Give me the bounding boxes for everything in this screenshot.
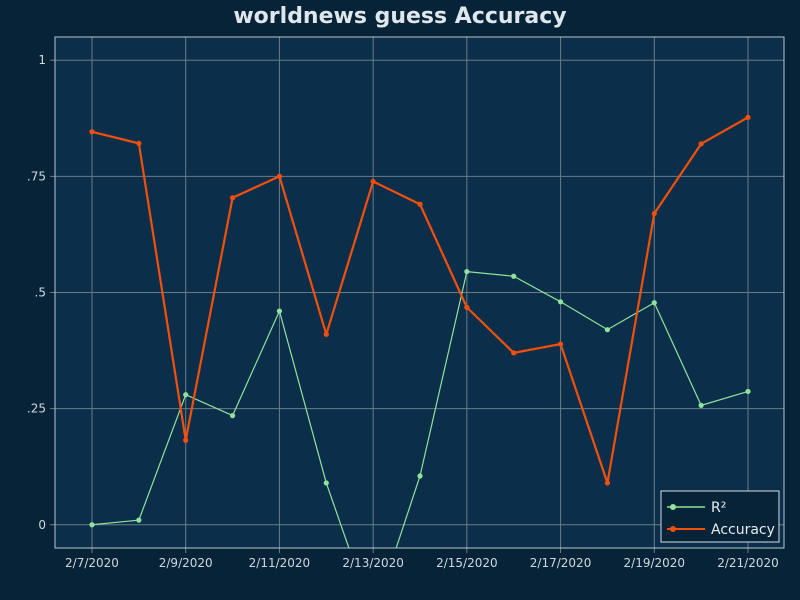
series-point-1 [651,210,657,217]
x-tick-label: 2/19/2020 [624,556,686,570]
x-tick-label: 2/11/2020 [249,556,311,570]
x-tick-label: 2/7/2020 [65,556,119,570]
x-tick-label: 2/9/2020 [159,556,213,570]
y-tick-label: .5 [35,286,46,300]
series-point-1 [136,140,142,146]
series-point-0 [651,300,657,306]
series-point-1 [511,350,517,356]
series-point-0 [229,413,236,419]
series-point-0 [323,480,329,486]
chart-title: worldnews guess Accuracy [233,4,567,29]
series-point-0 [745,388,751,395]
series-point-1 [183,437,189,443]
series-point-0 [89,522,95,528]
series-point-1 [276,173,283,179]
series-layer [89,114,751,548]
series-point-1 [89,129,95,135]
x-tick-label: 2/17/2020 [530,556,592,570]
x-tick-label: 2/21/2020 [717,556,779,570]
legend-label: Accuracy [711,522,775,538]
series-point-1 [370,178,376,185]
grid [55,37,784,548]
series-point-0 [417,473,423,479]
legend-swatch-marker [670,504,676,510]
series-point-0 [464,268,470,275]
series-point-1 [229,195,236,201]
series-point-0 [136,517,142,523]
series-point-1 [323,331,329,337]
legend-swatch-marker [670,526,676,532]
series-point-1 [417,201,423,207]
x-tick-label: 2/13/2020 [342,556,404,570]
series-point-1 [604,480,611,486]
y-tick-label: .75 [27,169,46,183]
legend-label: R² [711,500,726,516]
ticks-layer: 0 .25 .5 .75 1 2/7/2020 2/9/2020 2/11/2020 2/13/… [27,53,779,570]
series-point-1 [557,341,564,347]
series-point-0 [698,402,704,408]
series-point-0 [276,308,283,314]
x-tick-label: 2/15/2020 [436,556,498,570]
series-point-1 [464,304,470,310]
legend: R² Accuracy [660,490,780,543]
legend-box [660,490,780,543]
series-point-0 [557,299,564,305]
plot-border [54,36,785,549]
y-tick-label: .25 [27,402,46,416]
series-point-0 [604,327,611,333]
series-point-0 [183,392,189,398]
y-tick-label: 0 [38,518,46,532]
y-tick-label: 1 [38,53,46,67]
series-point-1 [698,141,704,147]
series-point-0 [511,273,517,279]
series-point-1 [745,114,751,120]
